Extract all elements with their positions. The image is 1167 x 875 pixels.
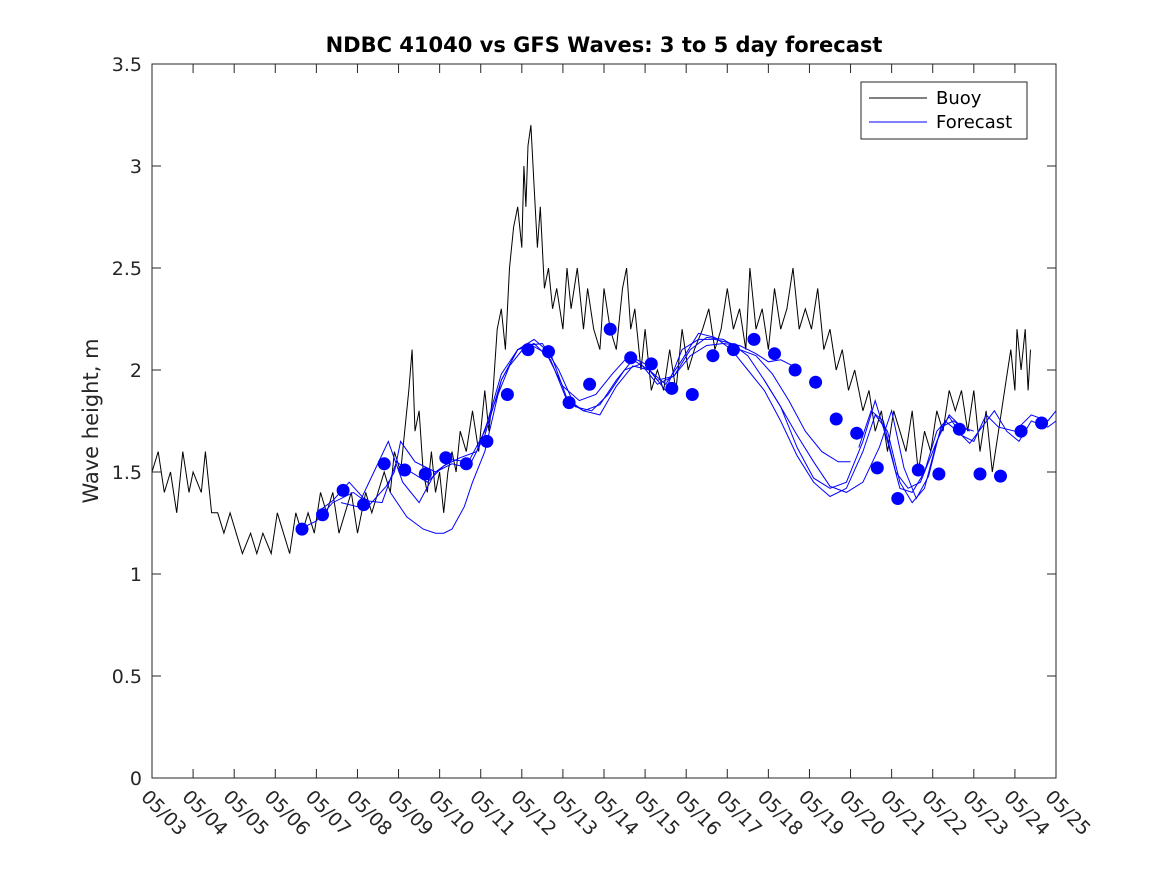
forecast-line-4 <box>389 332 974 534</box>
forecast-line-3 <box>340 338 970 508</box>
forecast-point <box>418 467 432 481</box>
legend: Buoy Forecast <box>860 81 1028 140</box>
forecast-point <box>685 388 699 401</box>
legend-forecast-label: Forecast <box>936 112 1012 133</box>
forecast-point <box>973 467 987 481</box>
forecast-point <box>439 451 453 465</box>
forecast-point <box>891 492 905 505</box>
forecast-point <box>911 463 925 477</box>
y-tick-label: 0 <box>130 768 142 790</box>
plot-area <box>152 125 1056 556</box>
y-tick-label: 1.5 <box>112 462 142 484</box>
forecast-point <box>624 351 638 365</box>
forecast-point <box>480 434 494 448</box>
forecast-point <box>952 422 966 436</box>
forecast-point <box>768 347 781 361</box>
y-tick-label: 2.5 <box>112 258 142 280</box>
forecast-point <box>644 357 658 371</box>
forecast-point <box>1035 416 1049 430</box>
forecast-point <box>870 461 884 475</box>
forecast-point <box>521 343 535 357</box>
forecast-point <box>542 345 555 359</box>
legend-buoy-label: Buoy <box>936 88 982 109</box>
y-tick-label: 2 <box>130 360 142 382</box>
y-axis-label: Wave height, m <box>79 338 103 503</box>
y-tick-label: 3.5 <box>112 54 142 76</box>
forecast-point <box>377 457 391 471</box>
forecast-point <box>459 457 473 471</box>
forecast-point <box>603 322 617 336</box>
y-tick-label: 1 <box>130 564 142 586</box>
y-tick-label: 3 <box>130 156 142 178</box>
forecast-point <box>398 463 412 477</box>
forecast-point <box>994 469 1007 483</box>
forecast-point <box>706 349 720 363</box>
forecast-point <box>829 412 843 426</box>
forecast-point <box>357 498 371 512</box>
forecast-point <box>850 426 864 440</box>
forecast-point <box>726 343 740 357</box>
forecast-point <box>316 508 329 522</box>
forecast-point <box>932 467 946 481</box>
forecast-point <box>1014 424 1028 438</box>
forecast-point <box>665 381 679 395</box>
forecast-point <box>788 363 802 377</box>
forecast-point <box>336 483 350 497</box>
forecast-point <box>747 332 761 346</box>
forecast-point <box>562 396 576 410</box>
forecast-point <box>500 388 514 401</box>
forecast-point <box>583 377 597 391</box>
y-tick-label: 0.5 <box>112 666 142 688</box>
buoy-line <box>152 125 1031 556</box>
forecast-line-5 <box>763 379 1056 494</box>
forecast-point <box>295 522 309 536</box>
legend-box <box>860 81 1028 140</box>
forecast-point <box>809 375 823 389</box>
chart-title: NDBC 41040 vs GFS Waves: 3 to 5 day fore… <box>326 33 883 57</box>
